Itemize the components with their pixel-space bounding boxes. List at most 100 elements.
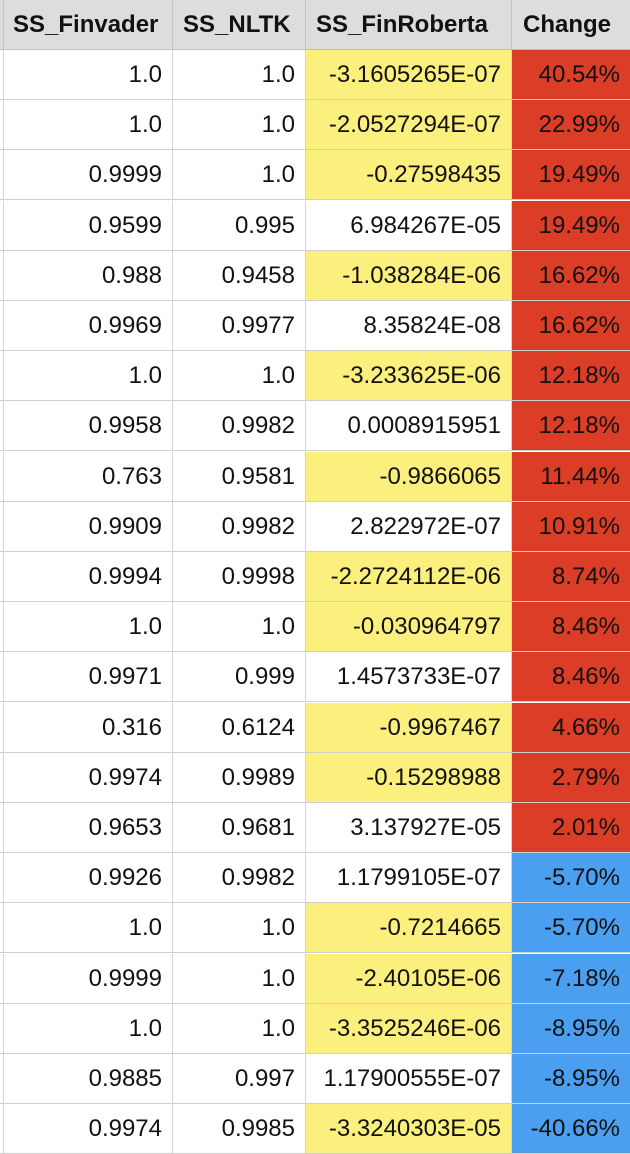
cell-ss-finvader[interactable]: 0.316 [4,702,173,752]
cell-change[interactable]: 2.79% [512,752,630,802]
cell-change[interactable]: 11.44% [512,451,630,501]
cell-change[interactable]: 2.01% [512,803,630,852]
cell-change[interactable]: -7.18% [512,953,630,1003]
cell-change[interactable]: 40.54% [512,50,630,99]
truncated-cell[interactable] [0,150,4,200]
cell-change[interactable]: 10.91% [512,501,630,551]
cell-ss-finroberta[interactable]: 8.35824E-08 [306,301,512,350]
cell-ss-nltk[interactable]: 0.9989 [173,752,306,802]
cell-ss-finvader[interactable]: 0.9926 [4,853,173,903]
cell-ss-finvader[interactable]: 0.9885 [4,1054,173,1103]
column-header-ss-finvader[interactable]: SS_Finvader [4,0,173,50]
truncated-cell[interactable] [0,451,4,501]
truncated-cell[interactable] [0,351,4,401]
column-header-ss-nltk[interactable]: SS_NLTK [173,0,306,50]
truncated-cell[interactable] [0,501,4,551]
cell-ss-finvader[interactable]: 0.9653 [4,803,173,852]
cell-ss-finroberta[interactable]: -3.3240303E-05 [306,1104,512,1154]
cell-ss-nltk[interactable]: 0.6124 [173,702,306,752]
cell-ss-finroberta[interactable]: -0.9967467 [306,702,512,752]
cell-ss-finroberta[interactable]: 2.822972E-07 [306,501,512,551]
cell-ss-nltk[interactable]: 0.9985 [173,1104,306,1154]
cell-change[interactable]: -40.66% [512,1104,630,1154]
truncated-cell[interactable] [0,250,4,300]
cell-ss-finvader[interactable]: 1.0 [4,1003,173,1053]
truncated-cell[interactable] [0,652,4,702]
cell-ss-finvader[interactable]: 0.9971 [4,652,173,702]
cell-ss-finvader[interactable]: 1.0 [4,602,173,652]
cell-ss-finroberta[interactable]: 3.137927E-05 [306,803,512,852]
cell-change[interactable]: -8.95% [512,1003,630,1053]
cell-change[interactable]: 8.46% [512,602,630,652]
cell-ss-finvader[interactable]: 0.9958 [4,401,173,451]
truncated-cell[interactable] [0,200,4,250]
truncated-cell[interactable] [0,50,4,99]
truncated-cell[interactable] [0,1054,4,1103]
cell-ss-nltk[interactable]: 1.0 [173,953,306,1003]
cell-ss-finvader[interactable]: 0.9994 [4,552,173,601]
cell-ss-nltk[interactable]: 1.0 [173,50,306,99]
cell-change[interactable]: 19.49% [512,150,630,200]
cell-ss-nltk[interactable]: 0.995 [173,200,306,250]
truncated-cell[interactable] [0,702,4,752]
cell-ss-finroberta[interactable]: -3.1605265E-07 [306,50,512,99]
cell-ss-nltk[interactable]: 0.9581 [173,451,306,501]
truncated-cell[interactable] [0,1003,4,1053]
cell-ss-finroberta[interactable]: -2.0527294E-07 [306,100,512,150]
cell-ss-finvader[interactable]: 0.9974 [4,1104,173,1154]
truncated-cell[interactable] [0,602,4,652]
cell-ss-finvader[interactable]: 1.0 [4,351,173,401]
cell-ss-finroberta[interactable]: -2.2724112E-06 [306,552,512,601]
cell-change[interactable]: 8.74% [512,552,630,601]
cell-ss-nltk[interactable]: 1.0 [173,150,306,200]
cell-change[interactable]: -5.70% [512,903,630,953]
cell-change[interactable]: -8.95% [512,1054,630,1103]
cell-ss-nltk[interactable]: 0.9998 [173,552,306,601]
cell-ss-finroberta[interactable]: 6.984267E-05 [306,200,512,250]
cell-ss-finvader[interactable]: 1.0 [4,50,173,99]
cell-ss-nltk[interactable]: 0.9982 [173,401,306,451]
cell-change[interactable]: 8.46% [512,652,630,702]
cell-ss-finroberta[interactable]: -3.3525246E-06 [306,1003,512,1053]
column-header-truncated[interactable] [0,0,4,50]
cell-ss-nltk[interactable]: 1.0 [173,602,306,652]
cell-ss-finvader[interactable]: 0.9909 [4,501,173,551]
truncated-cell[interactable] [0,803,4,852]
cell-ss-finvader[interactable]: 0.988 [4,250,173,300]
cell-ss-finroberta[interactable]: -2.40105E-06 [306,953,512,1003]
cell-ss-nltk[interactable]: 0.999 [173,652,306,702]
cell-ss-finroberta[interactable]: 1.4573733E-07 [306,652,512,702]
cell-change[interactable]: -5.70% [512,853,630,903]
cell-ss-nltk[interactable]: 0.9681 [173,803,306,852]
cell-ss-nltk[interactable]: 0.9977 [173,301,306,350]
cell-change[interactable]: 22.99% [512,100,630,150]
cell-ss-finroberta[interactable]: -0.030964797 [306,602,512,652]
cell-change[interactable]: 19.49% [512,200,630,250]
truncated-cell[interactable] [0,1104,4,1154]
cell-ss-finvader[interactable]: 0.9599 [4,200,173,250]
cell-ss-finvader[interactable]: 1.0 [4,903,173,953]
cell-ss-finroberta[interactable]: -0.9866065 [306,451,512,501]
cell-ss-nltk[interactable]: 0.9982 [173,853,306,903]
cell-ss-nltk[interactable]: 1.0 [173,1003,306,1053]
truncated-cell[interactable] [0,752,4,802]
truncated-cell[interactable] [0,100,4,150]
cell-ss-nltk[interactable]: 1.0 [173,351,306,401]
cell-ss-nltk[interactable]: 0.9982 [173,501,306,551]
cell-ss-finroberta[interactable]: 1.1799105E-07 [306,853,512,903]
truncated-cell[interactable] [0,401,4,451]
truncated-cell[interactable] [0,301,4,350]
truncated-cell[interactable] [0,853,4,903]
cell-ss-finvader[interactable]: 0.9974 [4,752,173,802]
cell-ss-finvader[interactable]: 0.9969 [4,301,173,350]
cell-ss-finroberta[interactable]: -0.27598435 [306,150,512,200]
truncated-cell[interactable] [0,953,4,1003]
cell-ss-nltk[interactable]: 1.0 [173,903,306,953]
cell-ss-nltk[interactable]: 1.0 [173,100,306,150]
cell-ss-finroberta[interactable]: 1.17900555E-07 [306,1054,512,1103]
cell-change[interactable]: 16.62% [512,250,630,300]
cell-ss-finvader[interactable]: 0.9999 [4,953,173,1003]
cell-ss-finroberta[interactable]: -0.7214665 [306,903,512,953]
cell-change[interactable]: 16.62% [512,301,630,350]
column-header-ss-finroberta[interactable]: SS_FinRoberta [306,0,512,50]
